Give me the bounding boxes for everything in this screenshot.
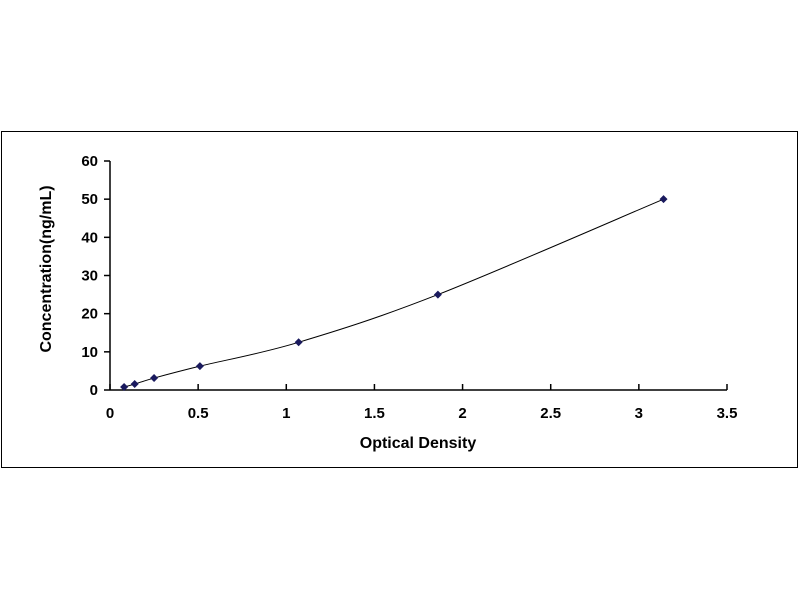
fitted-curve (123, 198, 664, 388)
x-tick-label: 2 (458, 405, 466, 422)
x-tick-label: 0.5 (188, 405, 209, 422)
y-tick-label: 10 (81, 344, 98, 361)
x-axis-label: Optical Density (360, 435, 477, 452)
x-tick-label: 3.5 (717, 405, 738, 422)
data-point (195, 362, 204, 371)
x-tick-label: 0 (106, 405, 114, 422)
chart-frame (1, 131, 798, 468)
x-tick-label: 1 (282, 405, 290, 422)
data-point (294, 338, 303, 347)
data-point (150, 374, 159, 383)
x-tick-label: 3 (635, 405, 643, 422)
y-tick-label: 30 (81, 268, 98, 285)
x-tick-label: 1.5 (364, 405, 385, 422)
data-point (659, 195, 668, 204)
y-tick-label: 40 (81, 229, 98, 246)
y-tick-label: 50 (81, 191, 98, 208)
x-tick-label: 2.5 (540, 405, 561, 422)
data-point (130, 380, 139, 389)
y-axis-label: Concentration(ng/mL) (38, 185, 55, 352)
y-tick-label: 20 (81, 306, 98, 323)
data-point (433, 290, 442, 299)
y-tick-label: 60 (81, 153, 98, 170)
data-point (120, 383, 129, 392)
y-tick-label: 0 (90, 382, 98, 399)
